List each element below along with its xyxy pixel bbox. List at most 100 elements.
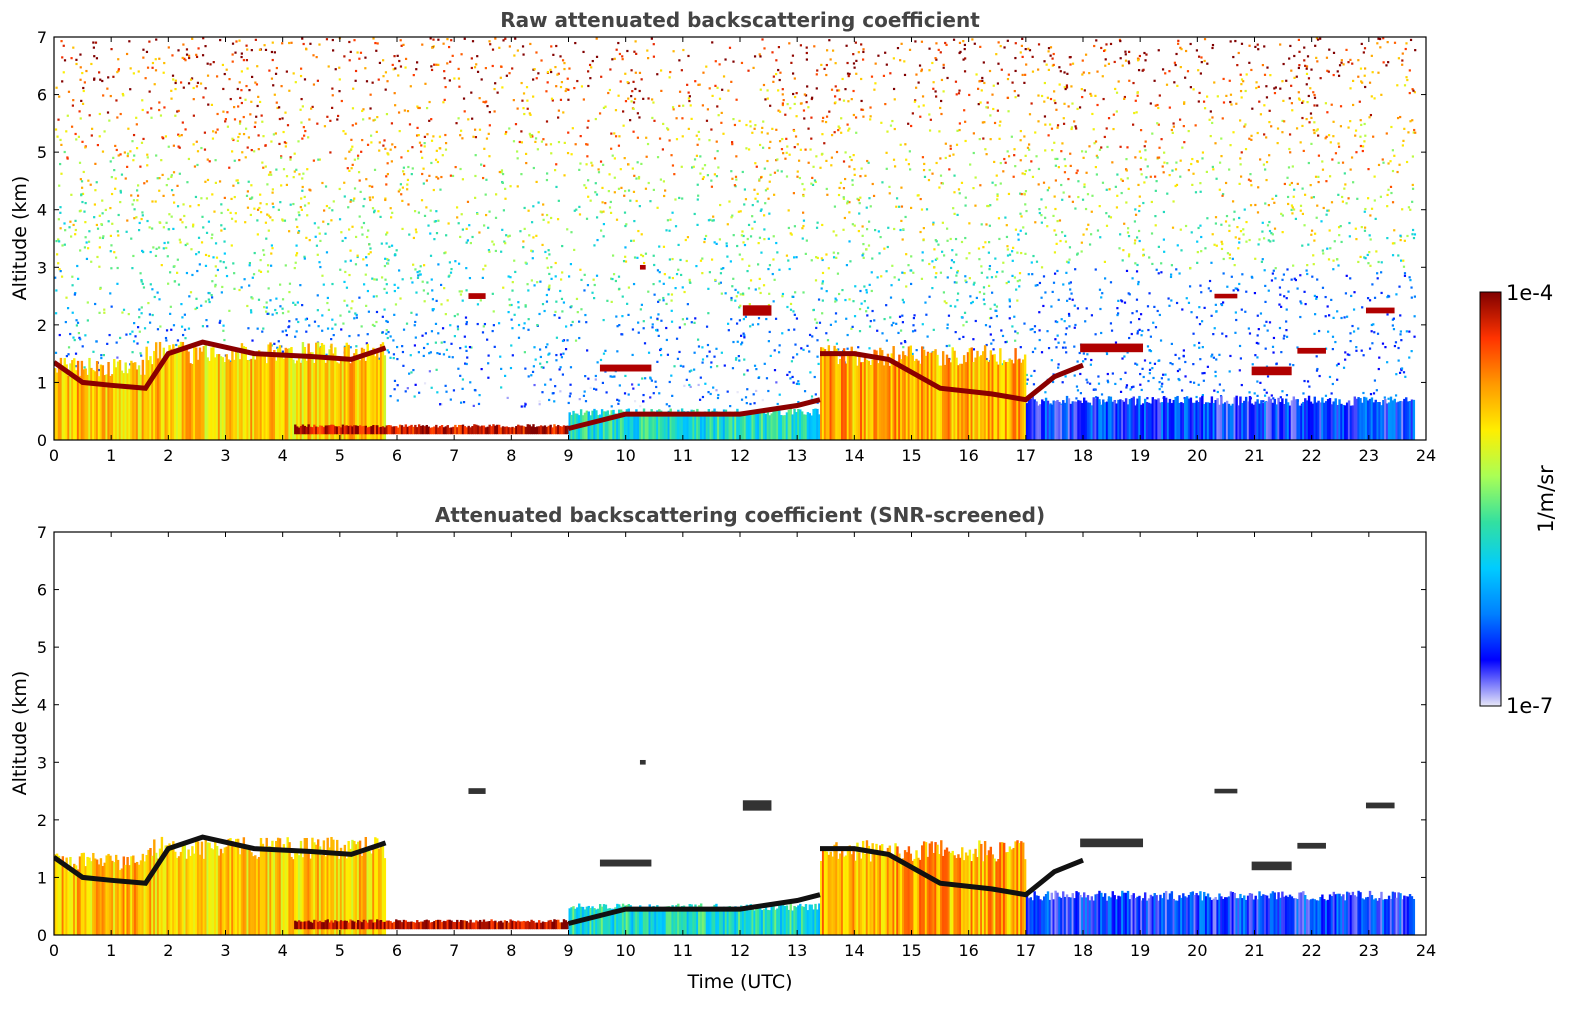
noise-speckle [846,347,849,350]
noise-speckle [1355,151,1358,154]
noise-speckle [622,110,625,113]
noise-speckle [1129,321,1133,324]
noise-speckle [1168,70,1171,73]
noise-speckle [504,37,507,40]
noise-speckle [843,177,847,181]
noise-speckle [830,164,833,167]
noise-speckle [706,174,709,177]
noise-speckle [1038,329,1041,332]
noise-speckle [1225,94,1228,97]
noise-speckle [264,165,267,168]
noise-speckle [200,146,203,150]
noise-speckle [1209,110,1212,113]
noise-speckle [295,254,298,257]
noise-speckle [1239,230,1243,233]
noise-speckle [81,200,84,204]
noise-speckle [924,301,927,304]
noise-speckle [533,284,536,287]
noise-speckle [460,290,463,293]
noise-speckle [1097,375,1100,378]
noise-speckle [776,251,779,254]
noise-speckle [1265,136,1268,139]
noise-speckle [316,294,319,297]
noise-speckle [429,37,432,40]
noise-speckle [1279,87,1282,90]
noise-speckle [1345,48,1348,52]
noise-speckle [1344,358,1347,361]
noise-speckle [731,141,734,144]
noise-speckle [1256,356,1259,359]
noise-speckle [146,111,149,114]
noise-speckle [918,64,922,67]
noise-speckle [305,236,308,239]
noise-speckle [271,219,274,222]
noise-speckle [1228,229,1231,233]
noise-speckle [493,345,496,348]
noise-speckle [1363,74,1366,77]
noise-speckle [55,312,58,315]
noise-speckle [1014,69,1017,73]
noise-speckle [600,75,603,78]
noise-speckle [977,87,980,90]
noise-speckle [368,243,371,246]
noise-speckle [1291,109,1294,112]
noise-speckle [1403,239,1406,242]
noise-speckle [1183,397,1186,400]
noise-speckle [954,305,957,308]
noise-speckle [1255,81,1258,84]
noise-speckle [1111,161,1114,164]
noise-speckle [599,210,602,213]
noise-speckle [637,177,641,180]
noise-speckle [618,399,621,402]
noise-speckle [1303,46,1306,49]
noise-speckle [971,300,974,304]
noise-speckle [940,99,943,103]
noise-speckle [234,212,237,215]
noise-speckle [541,213,544,216]
noise-speckle [1085,307,1088,310]
noise-speckle [1411,200,1414,203]
noise-speckle [1154,215,1157,218]
noise-speckle [1393,154,1396,157]
noise-speckle [1024,154,1027,157]
noise-speckle [471,117,474,120]
noise-speckle [662,245,666,248]
noise-speckle [928,47,931,50]
noise-speckle [958,41,962,45]
noise-speckle [1075,397,1078,400]
noise-speckle [726,255,729,258]
noise-speckle [170,175,173,178]
noise-speckle [1258,100,1261,103]
noise-speckle [1281,390,1284,393]
noise-speckle [131,330,134,333]
noise-speckle [1324,295,1327,299]
noise-speckle [946,239,949,242]
noise-speckle [1054,179,1057,182]
noise-speckle [548,352,551,355]
noise-speckle [1293,54,1296,58]
noise-speckle [276,106,279,110]
noise-speckle [842,187,846,190]
noise-speckle [462,97,466,100]
noise-speckle [1100,331,1103,335]
noise-speckle [180,303,183,306]
noise-speckle [732,340,735,344]
noise-speckle [986,276,989,279]
noise-speckle [1215,358,1218,361]
noise-speckle [361,233,364,236]
noise-speckle [1259,158,1262,161]
noise-speckle [520,173,523,176]
noise-speckle [1297,91,1300,94]
noise-speckle [697,83,700,86]
noise-speckle [893,276,896,279]
noise-speckle [1409,208,1412,211]
noise-speckle [140,141,144,144]
noise-speckle [1351,62,1354,65]
noise-speckle [846,200,849,203]
noise-speckle [1343,187,1346,190]
noise-speckle [71,275,74,278]
noise-speckle [988,224,991,227]
noise-speckle [900,205,904,208]
noise-speckle [739,293,742,296]
noise-speckle [461,387,464,390]
